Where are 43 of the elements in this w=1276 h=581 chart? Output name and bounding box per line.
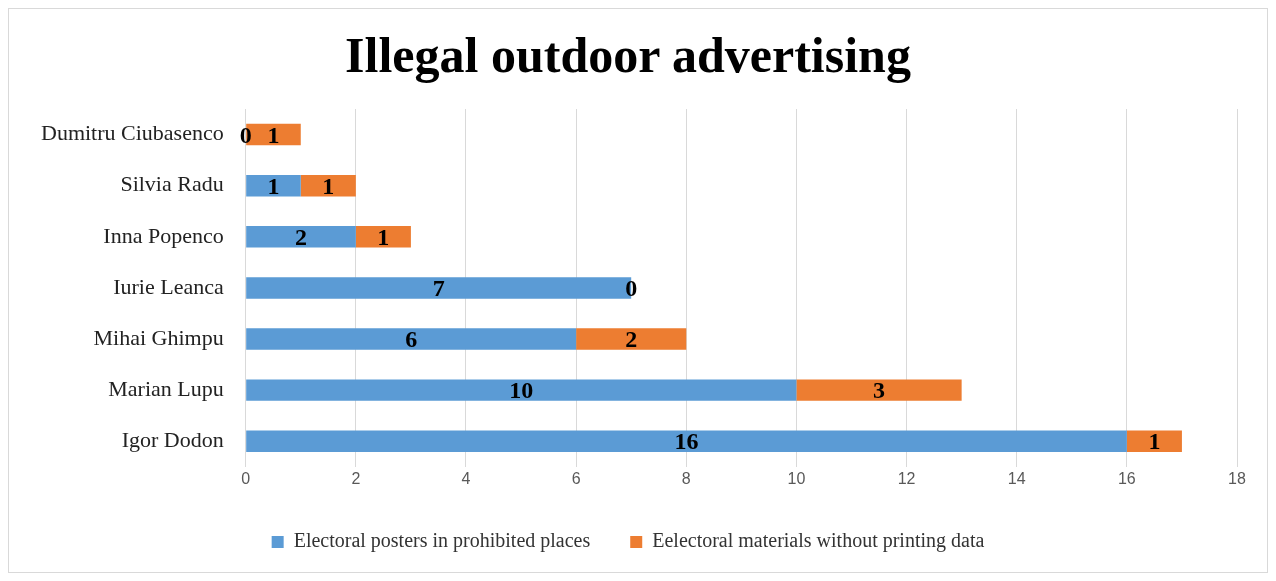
x-tick-label: 14: [1007, 469, 1026, 487]
x-tick-label: 8: [681, 469, 691, 487]
x-tick-label: 2: [351, 469, 361, 487]
bar: [355, 226, 411, 248]
x-tick-label: 12: [897, 469, 916, 487]
bar: [1126, 430, 1182, 452]
data-label: 2: [625, 326, 638, 353]
data-label: 0: [625, 275, 638, 302]
data-label: 10: [509, 377, 534, 404]
data-label: 6: [405, 326, 418, 353]
y-tick-label: Igor Dodon: [121, 427, 224, 453]
data-label: 1: [267, 121, 280, 148]
data-label: 2: [295, 223, 308, 250]
y-tick-label: Marian Lupu: [108, 375, 224, 401]
data-label: 1: [377, 223, 390, 250]
data-label: 1: [322, 172, 335, 199]
bar: [246, 226, 356, 248]
bar: [246, 174, 301, 197]
chart-title: Illegal outdoor advertising: [345, 26, 911, 83]
data-label: 1: [1148, 428, 1161, 455]
data-label: 3: [873, 377, 886, 404]
data-label: 1: [267, 172, 280, 199]
x-tick-label: 4: [461, 469, 471, 487]
x-tick-label: 10: [787, 469, 806, 487]
data-label: 7: [432, 275, 445, 302]
bar: [796, 379, 962, 401]
x-tick-label: 16: [1117, 469, 1136, 487]
y-tick-label: Inna Popenco: [103, 222, 224, 248]
x-tick-label: 6: [571, 469, 581, 487]
legend-label: Eelectoral materials without printing data: [652, 529, 985, 553]
y-tick-label: Dumitru Ciubasenco: [40, 120, 224, 146]
y-tick-label: Iurie Leanca: [113, 273, 224, 299]
bar: [300, 174, 356, 197]
legend-label: Electoral posters in prohibited places: [293, 529, 591, 553]
x-tick-label: 0: [241, 469, 251, 487]
bar: [576, 328, 687, 350]
y-tick-label: Silvia Radu: [120, 171, 224, 197]
y-tick-label: Mihai Ghimpu: [93, 324, 224, 350]
bar: [246, 328, 577, 350]
x-tick-label: 18: [1228, 469, 1246, 487]
data-label: 16: [674, 428, 699, 455]
bar: [246, 379, 797, 401]
bar: [246, 430, 1127, 452]
